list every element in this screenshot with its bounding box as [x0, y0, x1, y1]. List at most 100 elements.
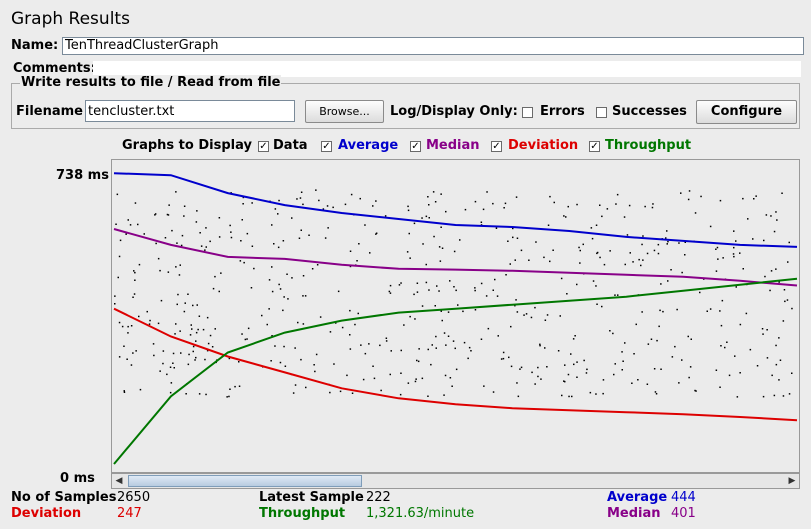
data-point	[534, 383, 536, 385]
data-point	[206, 316, 209, 319]
data-point	[519, 368, 521, 370]
data-point	[155, 242, 157, 245]
data-point	[614, 294, 616, 296]
data-point	[617, 294, 619, 296]
data-point	[483, 385, 485, 387]
data-point	[699, 291, 701, 294]
data-point	[335, 322, 337, 324]
data-point	[315, 353, 318, 356]
data-point	[622, 360, 624, 362]
data-point	[157, 322, 160, 325]
scroll-left-icon[interactable]: ◀	[115, 476, 123, 486]
data-point	[326, 205, 329, 207]
data-point	[579, 249, 581, 252]
data-point	[546, 314, 549, 316]
name-field[interactable]: TenThreadClusterGraph	[62, 37, 804, 55]
data-point	[179, 330, 181, 332]
data-point	[114, 303, 116, 305]
successes-checkbox[interactable]	[596, 107, 607, 118]
data-point	[612, 332, 614, 335]
name-label: Name:	[11, 38, 59, 53]
comments-field[interactable]	[93, 61, 801, 77]
data-point	[173, 367, 175, 369]
horizontal-scrollbar[interactable]: ◀ ▶	[111, 473, 800, 489]
data-point	[599, 256, 601, 259]
data-checkbox[interactable]: ✓	[258, 141, 269, 152]
data-point	[570, 353, 572, 355]
data-point	[226, 396, 228, 398]
data-point	[535, 241, 537, 243]
data-point	[474, 287, 476, 289]
data-point	[781, 192, 783, 194]
data-point	[118, 321, 121, 324]
data-point	[292, 392, 295, 394]
data-point	[576, 203, 578, 206]
median-stat-label: Median	[607, 506, 661, 521]
data-point	[333, 363, 335, 365]
throughput-checkbox[interactable]: ✓	[589, 141, 600, 152]
data-point	[167, 214, 170, 216]
data-point	[559, 315, 561, 317]
data-point	[557, 350, 560, 352]
data-point	[495, 227, 498, 229]
scroll-right-icon[interactable]: ▶	[788, 476, 796, 486]
data-point	[766, 329, 768, 331]
configure-button[interactable]: Configure	[696, 100, 797, 124]
data-point	[512, 227, 514, 230]
data-point	[613, 373, 615, 376]
data-point	[349, 309, 351, 312]
data-point	[181, 234, 184, 237]
data-point	[595, 224, 598, 226]
data-point	[251, 202, 253, 204]
data-point	[733, 255, 735, 258]
average-checkbox[interactable]: ✓	[321, 141, 332, 152]
data-point	[172, 362, 174, 364]
data-point	[277, 213, 279, 215]
median-checkbox[interactable]: ✓	[410, 141, 421, 152]
data-point	[571, 395, 573, 398]
data-point	[239, 260, 242, 262]
data-point	[786, 299, 789, 301]
data-point	[211, 346, 214, 348]
data-point	[453, 286, 455, 288]
data-point	[171, 229, 173, 232]
data-point	[205, 227, 207, 229]
data-point	[443, 332, 446, 334]
data-point	[601, 215, 603, 218]
data-point	[455, 368, 458, 371]
data-point	[138, 315, 140, 318]
scroll-thumb[interactable]	[128, 475, 362, 487]
data-point	[602, 379, 605, 381]
data-point	[356, 260, 358, 262]
data-point	[539, 343, 541, 346]
data-point	[549, 260, 551, 263]
deviation-stat-label: Deviation	[11, 506, 82, 521]
data-point	[185, 393, 187, 395]
data-point	[689, 366, 692, 368]
deviation-checkbox[interactable]: ✓	[491, 141, 502, 152]
data-point	[624, 342, 626, 344]
data-point	[399, 393, 402, 396]
average-line	[113, 172, 798, 248]
data-point	[684, 254, 686, 256]
data-point	[229, 388, 231, 390]
data-point	[641, 243, 643, 246]
filename-field[interactable]: tencluster.txt	[85, 100, 295, 122]
data-point	[589, 391, 592, 394]
data-point	[178, 274, 181, 276]
data-point	[229, 224, 231, 227]
data-point	[576, 376, 578, 378]
data-point	[130, 364, 133, 366]
data-point	[177, 293, 179, 296]
data-point	[196, 210, 198, 212]
errors-checkbox[interactable]	[522, 107, 533, 118]
data-point	[455, 289, 457, 292]
data-point	[329, 331, 332, 333]
data-point	[719, 386, 721, 388]
data-point	[502, 351, 505, 354]
data-point	[736, 396, 739, 398]
browse-button[interactable]: Browse...	[305, 100, 384, 123]
data-point	[775, 363, 778, 366]
data-point	[766, 357, 769, 359]
data-point	[716, 246, 719, 249]
